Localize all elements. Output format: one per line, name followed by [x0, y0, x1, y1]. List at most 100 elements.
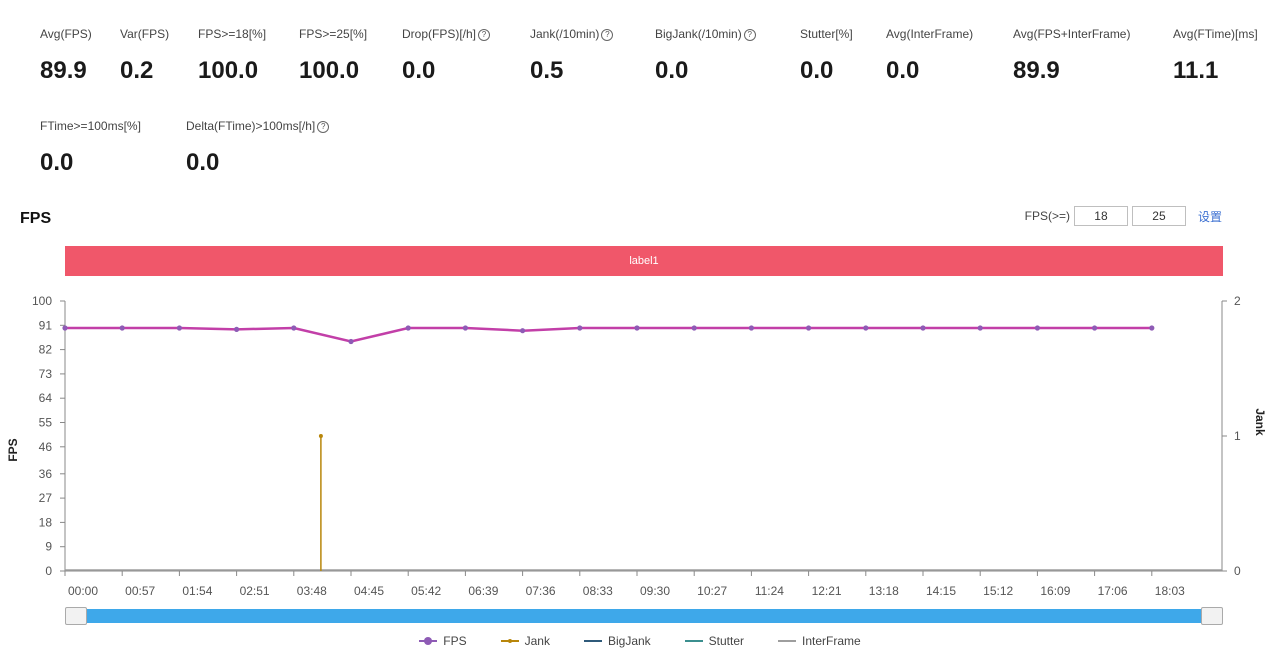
x-tick-label: 11:24: [755, 584, 784, 598]
metric-label-text: Drop(FPS)[/h]: [402, 27, 477, 41]
fps-point: [1092, 325, 1098, 331]
legend-swatch: [583, 640, 602, 642]
fps-point: [634, 325, 640, 331]
slider-handle-left[interactable]: [65, 607, 87, 625]
metric-value: 89.9: [1013, 57, 1060, 84]
y-axis-title: FPS: [6, 438, 20, 461]
threshold-set-button[interactable]: 设置: [1197, 209, 1222, 224]
y-tick-label: 18: [39, 515, 53, 529]
metric-value: 100.0: [198, 57, 259, 84]
metric-label-text: FTime>=100ms[%]: [40, 119, 141, 133]
legend-label: Stutter: [708, 634, 745, 648]
x-tick-label: 17:06: [1098, 584, 1128, 598]
metric-label-text: FPS>=25[%]: [299, 27, 368, 41]
fps-point: [520, 328, 526, 334]
fps-point: [748, 325, 755, 331]
y-tick-label: 64: [39, 391, 53, 405]
info-icon[interactable]: ?: [743, 29, 756, 41]
metric-label: Avg(InterFrame): [886, 27, 973, 41]
y2-tick-label: 1: [1234, 429, 1241, 443]
y2-axis-title: Jank: [1253, 408, 1267, 436]
x-tick-label: 12:21: [812, 584, 842, 598]
legend-item-interframe[interactable]: InterFrame: [778, 634, 861, 648]
chart-legend: FPS Jank BigJank Stutter InterFrame: [0, 634, 1280, 648]
metric-label: Jank(/10min)?: [530, 27, 614, 41]
fps-point: [234, 326, 240, 332]
x-tick-label: 01:54: [182, 584, 212, 598]
legend-item-bigjank[interactable]: BigJank: [583, 634, 651, 648]
metric-label-text: Avg(FTime)[ms]: [1173, 27, 1258, 41]
x-tick-label: 00:00: [68, 584, 98, 598]
y-tick-label: 36: [39, 467, 53, 481]
x-tick-label: 09:30: [640, 584, 670, 598]
metric-label: Stutter[%]: [800, 27, 853, 41]
label-band[interactable]: label1: [65, 246, 1223, 276]
fps-point: [691, 325, 697, 331]
y-tick-label: 82: [39, 343, 53, 357]
metric-value: 89.9: [40, 57, 87, 84]
legend-swatch: [500, 639, 519, 643]
legend-label: InterFrame: [802, 634, 861, 648]
x-tick-label: 10:27: [697, 584, 727, 598]
x-tick-label: 07:36: [526, 584, 556, 598]
metric-label-text: BigJank(/10min): [655, 27, 742, 41]
fps-threshold-controls: FPS(>=) 设置: [1025, 206, 1222, 226]
metric-label: BigJank(/10min)?: [655, 27, 756, 41]
legend-swatch: [684, 640, 703, 642]
metric-value: 0.0: [886, 57, 920, 84]
info-icon[interactable]: ?: [601, 29, 614, 41]
y-tick-label: 91: [39, 318, 53, 332]
y-tick-label: 27: [39, 491, 53, 505]
y-tick-label: 9: [45, 540, 52, 554]
metric-label: FTime>=100ms[%]: [40, 119, 141, 133]
metric-label-text: Avg(FPS+InterFrame): [1013, 27, 1131, 41]
threshold-input-1[interactable]: [1073, 206, 1128, 226]
metric-label: Drop(FPS)[/h]?: [402, 27, 491, 41]
metric-value: 0.0: [800, 57, 834, 84]
metric-value: 0.5: [530, 57, 564, 84]
fps-point: [806, 325, 812, 331]
fps-chart[interactable]: 0 9 18 27 36 46 55 64 73 82 91 100 0 1 2 00:00 00:57 01:5…: [0, 280, 1280, 600]
x-tick-label: 00:57: [125, 584, 155, 598]
fps-point: [1149, 325, 1155, 331]
metric-label: Var(FPS): [120, 27, 169, 41]
legend-item-stutter[interactable]: Stutter: [684, 634, 745, 648]
info-icon[interactable]: ?: [317, 121, 330, 133]
fps-point: [62, 325, 68, 331]
fps-point: [977, 325, 983, 331]
slider-handle-right[interactable]: [1201, 607, 1223, 625]
metric-label-text: FPS>=18[%]: [198, 27, 267, 41]
metric-label-text: Var(FPS): [120, 27, 170, 41]
fps-point: [176, 325, 182, 331]
threshold-input-2[interactable]: [1131, 206, 1186, 226]
legend-item-jank[interactable]: Jank: [500, 634, 550, 648]
fps-point: [291, 325, 297, 331]
legend-item-fps[interactable]: FPS: [419, 634, 467, 648]
y-tick-label: 55: [39, 416, 53, 430]
metric-label: Avg(FPS): [40, 27, 92, 41]
metric-label-text: Jank(/10min): [530, 27, 600, 41]
x-tick-label: 15:12: [983, 584, 1013, 598]
metric-value: 0.0: [655, 57, 689, 84]
x-tick-label: 02:51: [240, 584, 270, 598]
x-tick-label: 13:18: [869, 584, 899, 598]
metric-value: 0.0: [186, 149, 220, 176]
metric-label: Avg(FPS+InterFrame): [1013, 27, 1130, 41]
metric-label-text: Avg(InterFrame): [886, 27, 974, 41]
threshold-label: FPS(>=): [1024, 209, 1070, 223]
x-tick-label: 08:33: [583, 584, 613, 598]
y2-tick-label: 2: [1234, 294, 1241, 308]
info-icon[interactable]: ?: [478, 29, 491, 41]
x-tick-label: 14:15: [926, 584, 956, 598]
metric-label-text: Avg(FPS): [40, 27, 92, 41]
metric-label-text: Stutter[%]: [800, 27, 853, 41]
metric-label: Delta(FTime)>100ms[/h]?: [186, 119, 330, 133]
fps-section-title: FPS: [20, 210, 52, 227]
fps-point: [1034, 325, 1040, 331]
slider-track[interactable]: [65, 609, 1223, 623]
y-tick-label: 46: [39, 440, 53, 454]
series-fps-line: [65, 326, 1152, 343]
x-tick-label: 05:42: [411, 584, 441, 598]
time-range-slider[interactable]: [65, 607, 1223, 625]
metric-value: 0.2: [120, 57, 154, 84]
